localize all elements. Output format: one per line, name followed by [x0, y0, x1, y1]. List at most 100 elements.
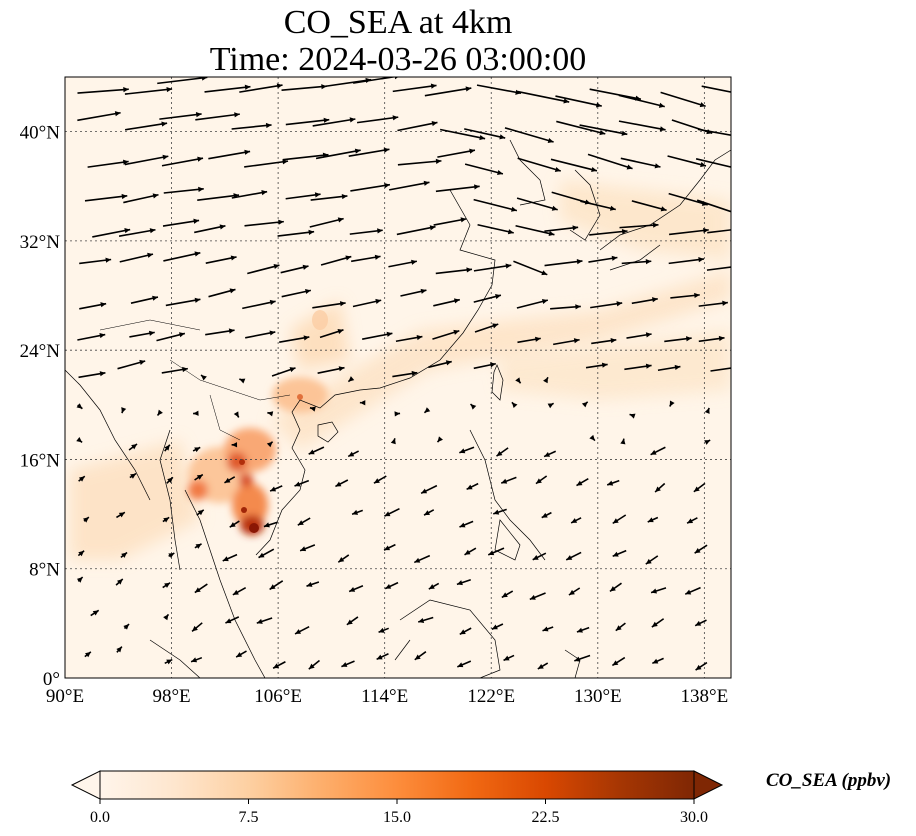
wind-arrow	[620, 157, 661, 169]
wind-arrow	[654, 482, 666, 493]
wind-arrow	[645, 555, 659, 565]
longitude-tick-labels: 90°E 98°E 106°E 114°E 122°E 130°E 138°E	[46, 686, 728, 707]
wind-arrow	[194, 224, 226, 234]
colorbar-tick-label: 0.0	[90, 809, 110, 826]
wind-arrow	[245, 330, 276, 339]
wind-arrow	[394, 411, 401, 417]
wind-arrow	[156, 332, 186, 342]
wind-arrow	[392, 83, 437, 93]
wind-arrow	[78, 475, 86, 482]
lon-tick-label: 138°E	[681, 686, 729, 707]
wind-arrow	[194, 543, 202, 549]
wind-arrow	[565, 551, 582, 561]
wind-arrow	[119, 252, 154, 263]
latitude-tick-labels: 0° 8°N 16°N 24°N 32°N 40°N	[20, 123, 61, 690]
wind-arrow	[706, 266, 731, 271]
wind-arrow	[163, 613, 170, 621]
wind-arrow	[710, 367, 731, 372]
wind-arrow	[315, 148, 361, 160]
wind-arrow	[306, 581, 320, 587]
wind-arrow	[351, 254, 381, 263]
wind-arrow	[413, 554, 431, 564]
wind-arrow	[200, 374, 207, 381]
wind-arrow	[504, 127, 554, 143]
wind-arrow	[395, 334, 423, 343]
wind-arrow	[256, 617, 273, 624]
wind-arrow	[697, 128, 731, 137]
wind-arrow	[513, 260, 548, 276]
wind-arrow	[629, 413, 636, 419]
wind-arrow	[547, 402, 555, 409]
wind-arrow	[190, 656, 203, 663]
wind-arrow	[84, 651, 92, 658]
wind-arrow	[626, 332, 652, 339]
colorbar-tick-label: 7.5	[239, 809, 259, 826]
wind-arrow	[294, 479, 310, 487]
wind-arrow	[164, 444, 171, 452]
colorbar-tick-label: 30.0	[680, 809, 708, 826]
wind-arrow	[704, 407, 710, 414]
wind-arrow	[657, 364, 681, 372]
wind-arrow	[496, 447, 509, 457]
wind-arrow	[231, 442, 238, 448]
lon-tick-label: 90°E	[46, 686, 84, 707]
wind-arrow	[618, 94, 665, 108]
wind-arrow	[532, 552, 547, 561]
wind-arrow	[163, 186, 204, 194]
wind-arrow	[232, 586, 247, 596]
wind-arrow	[384, 507, 400, 517]
wind-arrow	[277, 229, 315, 237]
wind-arrow	[541, 511, 552, 519]
wind-arrow	[466, 482, 479, 491]
wind-arrow	[664, 336, 692, 343]
wind-arrow	[618, 120, 666, 132]
wind-arrow	[396, 225, 436, 236]
wind-arrow	[376, 653, 389, 661]
wind-arrow	[208, 288, 236, 298]
wind-arrow	[247, 264, 280, 275]
wind-arrow	[686, 517, 698, 524]
wind-arrow	[621, 259, 652, 265]
wind-arrow	[310, 193, 348, 201]
wind-arrow	[115, 578, 124, 586]
wind-arrow	[193, 410, 199, 416]
wind-arrow	[124, 121, 168, 131]
lat-tick-label: 0°	[43, 669, 60, 690]
wind-arrow	[285, 117, 330, 126]
wind-arrow	[194, 473, 204, 481]
wind-arrow	[239, 83, 283, 93]
wind-arrow	[350, 182, 391, 192]
wind-arrow	[500, 476, 517, 484]
wind-arrow	[124, 86, 173, 95]
wind-arrow	[348, 147, 390, 157]
wind-arrow	[589, 434, 596, 442]
wind-arrow	[348, 584, 364, 593]
wind-arrow	[660, 91, 706, 108]
wind-arrow	[568, 587, 581, 596]
wind-arrow	[515, 224, 555, 237]
wind-arrow	[695, 661, 708, 671]
wind-arrow	[194, 583, 208, 594]
wind-arrow	[294, 626, 310, 635]
wind-arrow	[477, 223, 514, 235]
wind-arrow	[397, 158, 442, 166]
wind-arrow	[464, 128, 506, 140]
wind-arrow	[161, 156, 204, 167]
wind-arrow	[439, 128, 486, 141]
lat-tick-label: 8°N	[29, 560, 60, 581]
wind-arrow	[651, 618, 665, 628]
wind-arrow	[701, 85, 731, 93]
wind-arrow	[707, 229, 731, 234]
wind-arrow	[84, 193, 128, 202]
wind-arrow	[420, 484, 438, 495]
wind-arrow	[162, 582, 171, 589]
wind-arrow	[124, 154, 169, 166]
coastlines	[65, 139, 731, 678]
wind-arrow	[162, 516, 170, 523]
wind-arrow	[128, 443, 138, 451]
wind-arrow	[553, 338, 580, 346]
wind-arrow	[464, 163, 504, 176]
wind-arrow	[473, 198, 518, 212]
wind-arrow	[694, 619, 707, 627]
